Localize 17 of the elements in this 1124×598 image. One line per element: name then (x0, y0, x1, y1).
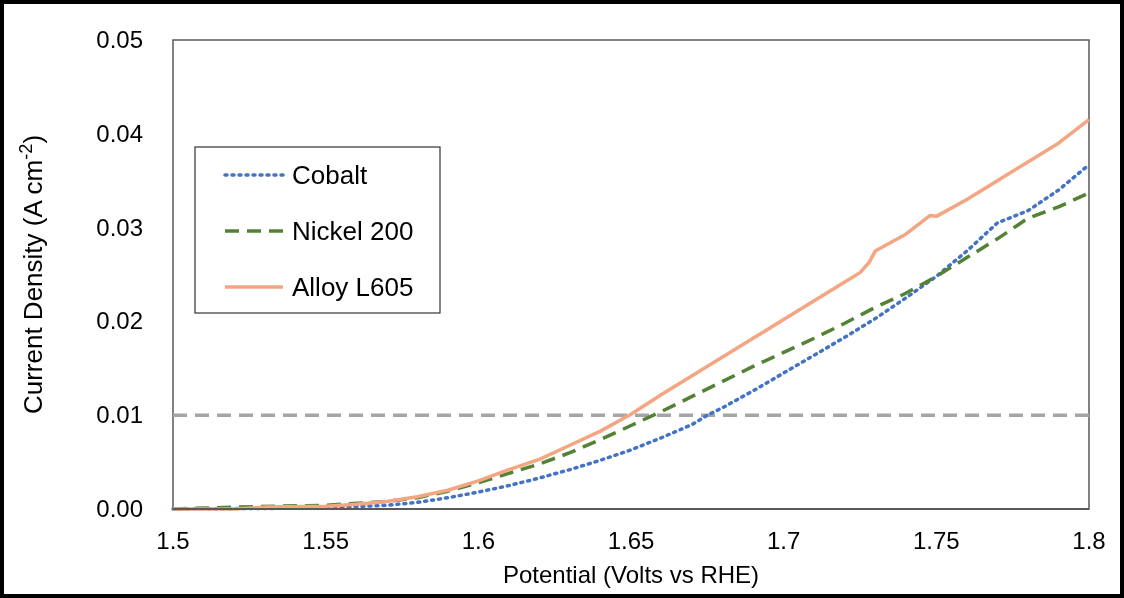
legend-label: Alloy L605 (292, 272, 414, 302)
x-tick-label: 1.65 (607, 527, 655, 554)
x-tick-label: 1.8 (1072, 527, 1106, 554)
y-tick-label: 0.05 (96, 26, 143, 53)
x-tick-label: 1.6 (461, 527, 496, 554)
x-tick-label: 1.7 (766, 527, 801, 554)
y-tick-label: 0.02 (96, 307, 143, 335)
y-tick-label: 0.01 (96, 401, 143, 429)
legend-label: Cobalt (292, 160, 368, 190)
x-tick-label: 1.55 (302, 527, 350, 554)
x-tick-label: 1.5 (156, 527, 190, 554)
y-tick-label: 0.03 (96, 213, 143, 241)
x-tick-label: 1.75 (912, 527, 960, 554)
x-axis-title: Potential (Volts vs RHE) (502, 561, 760, 588)
y-tick-label: 0.04 (96, 119, 143, 147)
legend-label: Nickel 200 (292, 216, 414, 246)
y-tick-label: 0.00 (96, 495, 143, 522)
